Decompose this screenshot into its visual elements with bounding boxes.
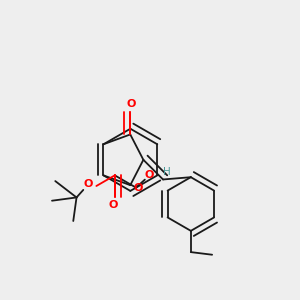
Text: O: O <box>133 183 142 193</box>
Text: O: O <box>144 170 154 180</box>
Text: O: O <box>127 99 136 110</box>
Text: O: O <box>83 179 93 189</box>
Text: O: O <box>109 200 118 210</box>
Text: H: H <box>164 167 171 177</box>
